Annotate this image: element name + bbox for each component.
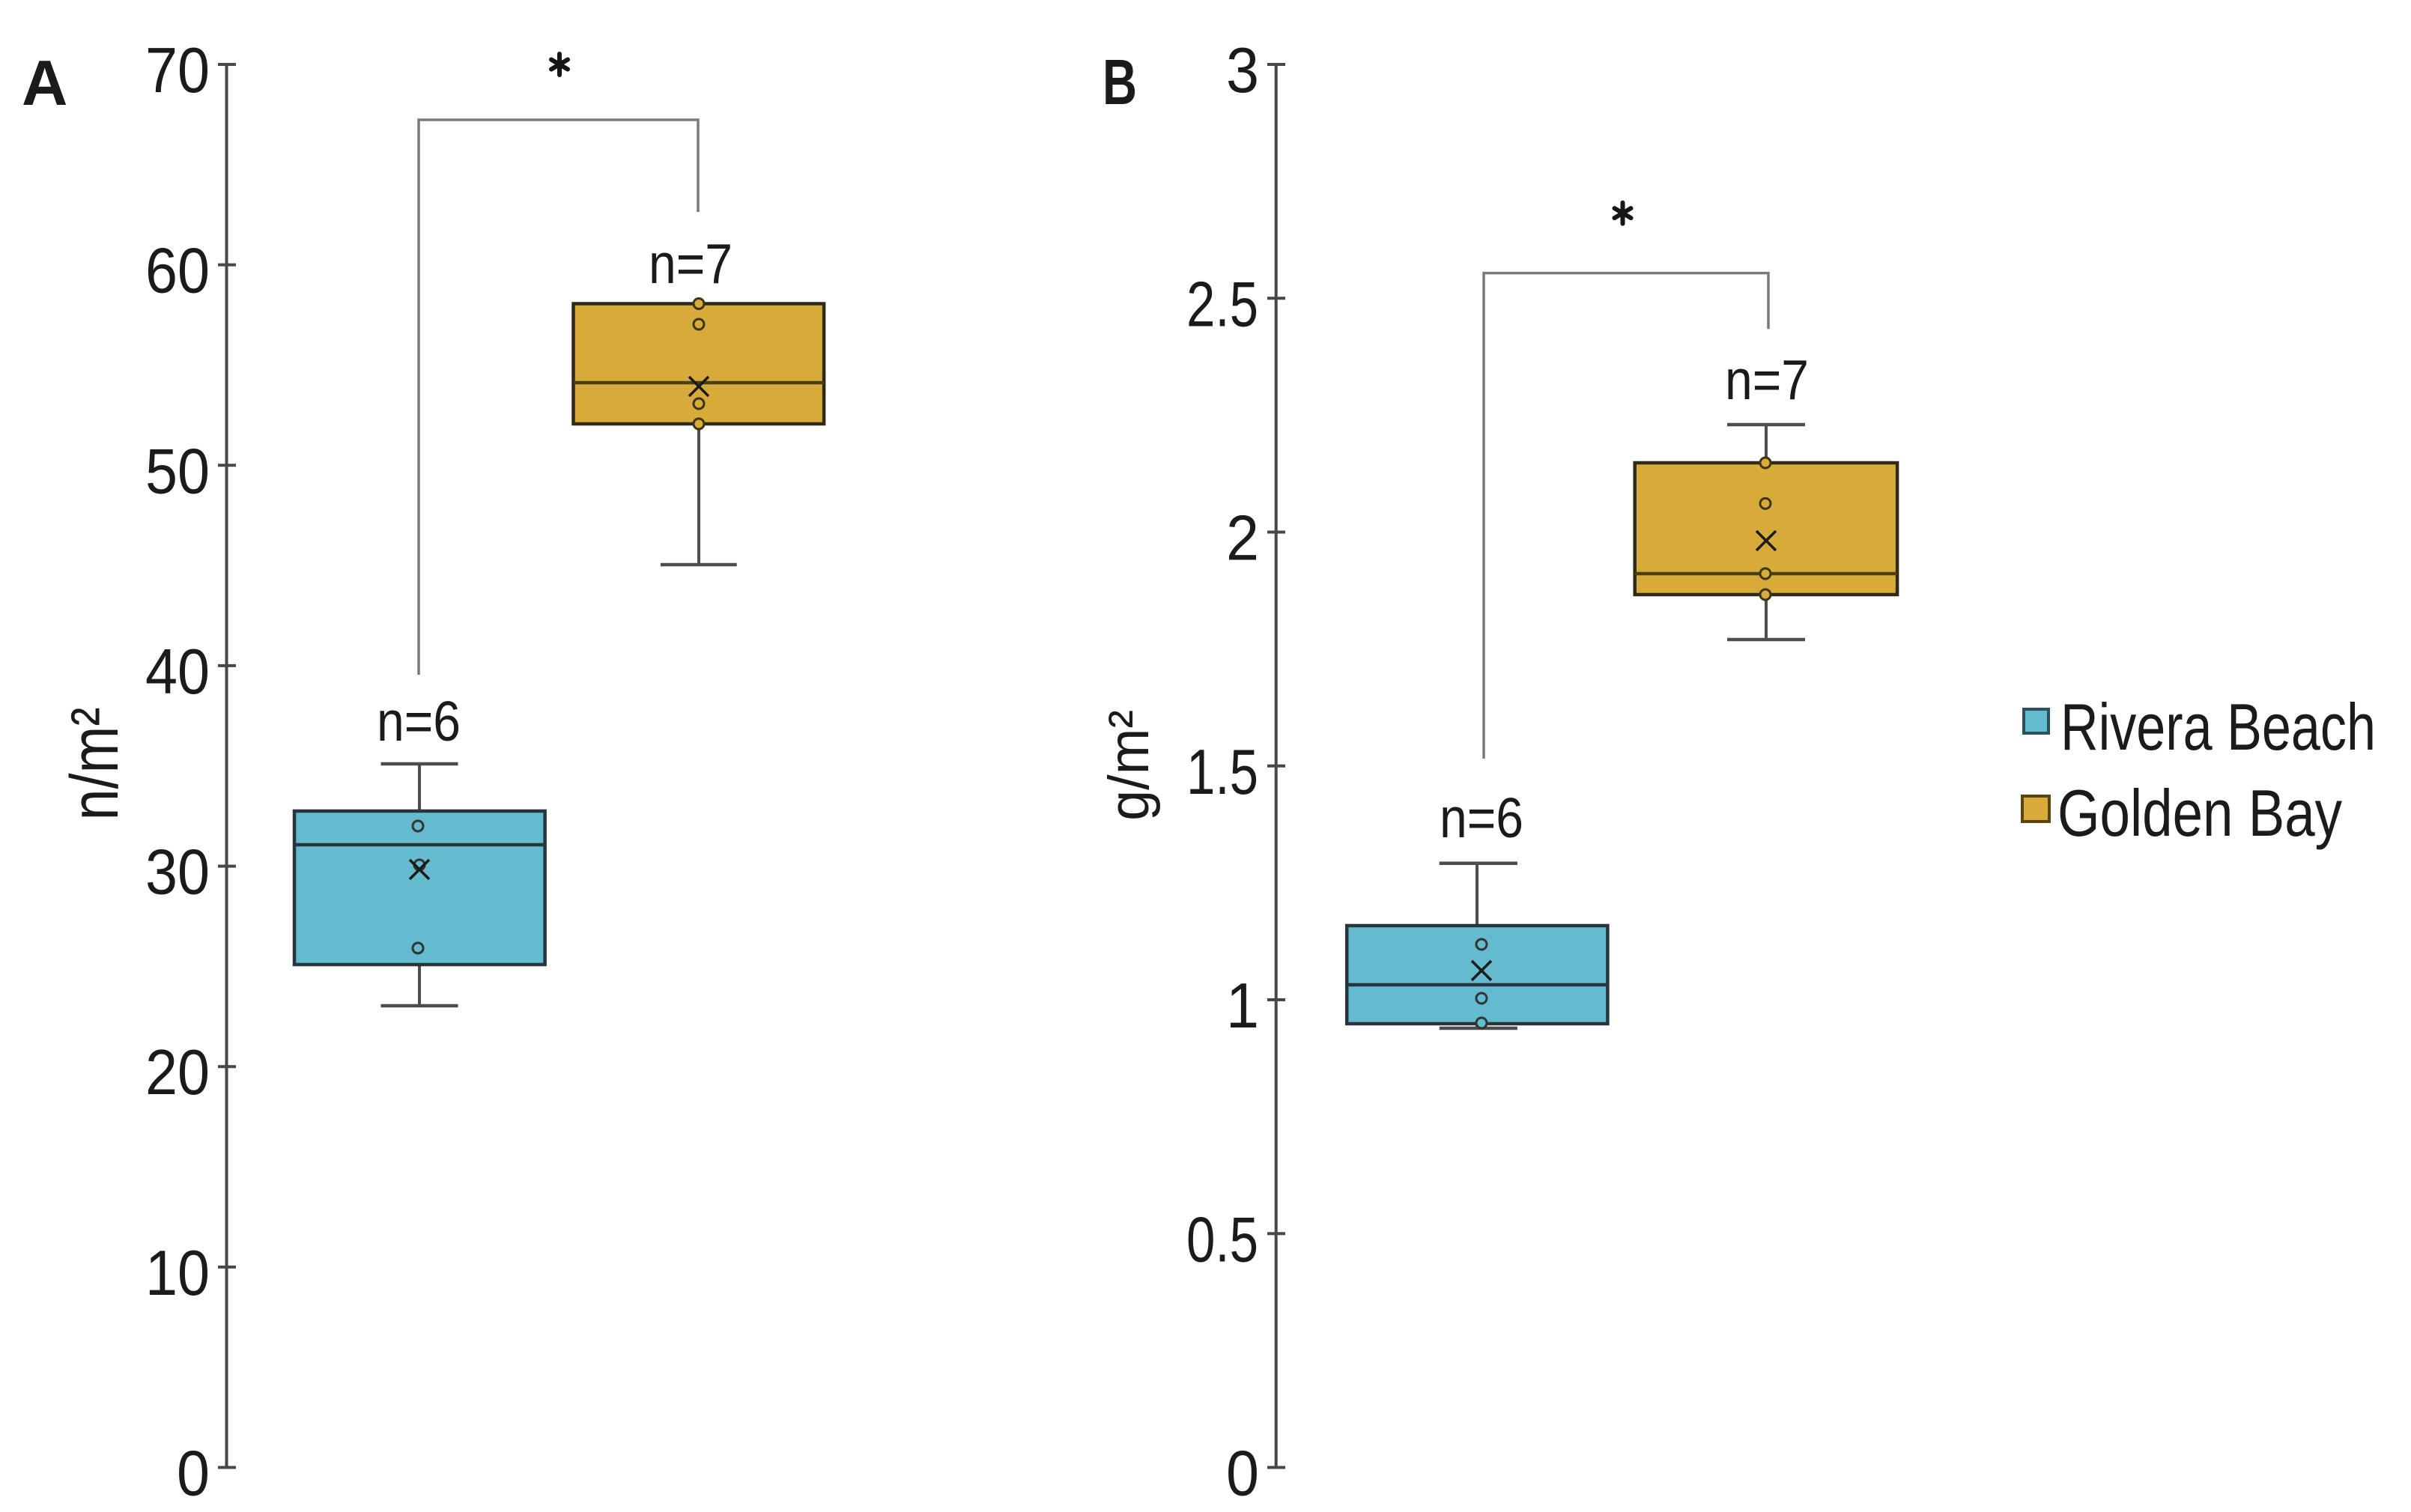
svg-text:60: 60 [145,236,210,307]
svg-text:30: 30 [145,837,210,908]
svg-text:50: 50 [145,436,210,507]
svg-text:0.5: 0.5 [1186,1204,1258,1275]
svg-text:40: 40 [145,637,210,708]
svg-text:70: 70 [145,35,210,106]
svg-text:1: 1 [1226,971,1259,1042]
svg-text:n=6: n=6 [377,690,461,753]
svg-text:3: 3 [1226,35,1259,106]
svg-text:0: 0 [177,1439,210,1510]
svg-text:20: 20 [145,1037,210,1108]
svg-text:Golden Bay: Golden Bay [2057,776,2342,850]
svg-text:Rivera Beach: Rivera Beach [2060,690,2376,764]
svg-text:10: 10 [145,1238,210,1309]
svg-text:1.5: 1.5 [1186,737,1258,808]
svg-text:n=7: n=7 [649,232,733,295]
svg-text:n=6: n=6 [1440,786,1523,849]
svg-text:n=7: n=7 [1725,348,1809,411]
svg-text:A: A [22,48,67,119]
svg-text:2.5: 2.5 [1186,269,1258,340]
svg-text:g/m²: g/m² [1097,710,1161,821]
svg-text:n/m²: n/m² [58,708,133,821]
svg-text:0: 0 [1226,1439,1259,1510]
svg-text:B: B [1103,47,1137,118]
svg-text:2: 2 [1226,503,1259,574]
